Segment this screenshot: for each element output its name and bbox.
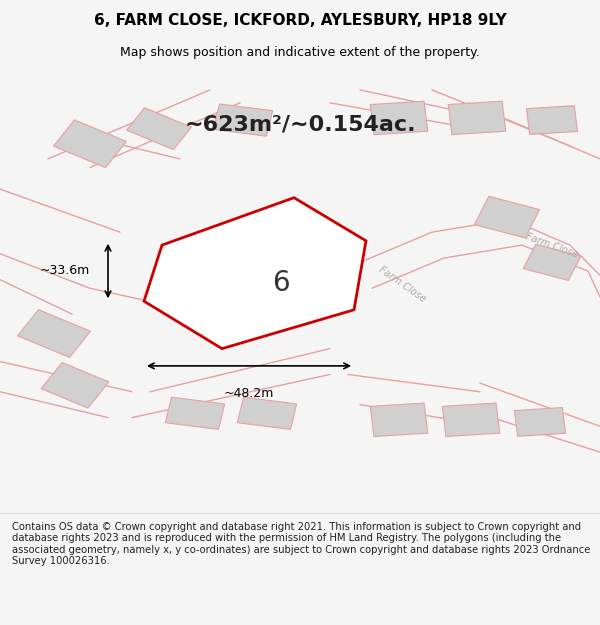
Polygon shape	[17, 309, 91, 358]
Text: Farm Close: Farm Close	[377, 264, 427, 304]
Text: 6: 6	[272, 269, 290, 296]
Polygon shape	[41, 362, 109, 408]
Polygon shape	[213, 104, 273, 136]
Polygon shape	[527, 106, 577, 134]
Polygon shape	[442, 403, 500, 436]
Text: ~33.6m: ~33.6m	[40, 264, 90, 278]
Polygon shape	[448, 101, 506, 134]
Polygon shape	[165, 398, 225, 429]
Polygon shape	[515, 408, 565, 436]
Polygon shape	[144, 198, 366, 349]
Text: Farm Close: Farm Close	[524, 231, 580, 259]
Polygon shape	[523, 244, 581, 281]
Polygon shape	[370, 403, 428, 436]
Text: ~48.2m: ~48.2m	[224, 388, 274, 401]
Polygon shape	[475, 196, 539, 238]
Text: Map shows position and indicative extent of the property.: Map shows position and indicative extent…	[120, 46, 480, 59]
Polygon shape	[53, 120, 127, 168]
Text: Contains OS data © Crown copyright and database right 2021. This information is : Contains OS data © Crown copyright and d…	[12, 521, 590, 566]
Text: 6, FARM CLOSE, ICKFORD, AYLESBURY, HP18 9LY: 6, FARM CLOSE, ICKFORD, AYLESBURY, HP18 …	[94, 12, 506, 28]
Text: ~623m²/~0.154ac.: ~623m²/~0.154ac.	[184, 114, 416, 134]
Polygon shape	[127, 107, 191, 149]
Polygon shape	[237, 398, 297, 429]
Polygon shape	[370, 101, 428, 134]
